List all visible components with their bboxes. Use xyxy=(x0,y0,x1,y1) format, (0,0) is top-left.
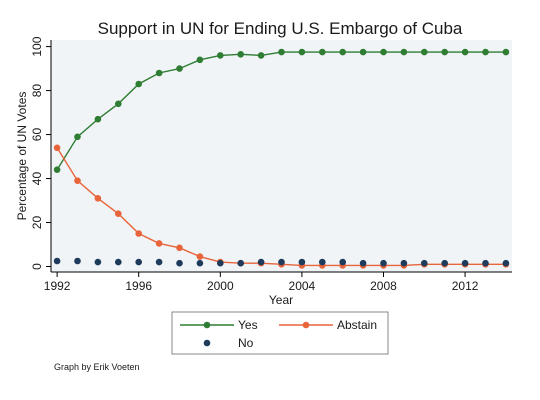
plot-background xyxy=(51,40,512,272)
data-point-abstain xyxy=(155,240,163,247)
legend-label-yes: Yes xyxy=(238,318,258,332)
data-point-yes xyxy=(217,52,224,59)
data-point-yes xyxy=(421,48,428,56)
data-point-yes xyxy=(257,52,265,59)
data-point-yes xyxy=(482,48,489,56)
legend-swatch-marker xyxy=(203,339,211,347)
data-point-yes xyxy=(94,115,102,123)
data-point-no xyxy=(380,259,387,267)
data-point-no xyxy=(237,259,244,267)
legend-swatch-marker xyxy=(302,321,310,329)
legend-swatch-marker xyxy=(203,321,211,329)
data-point-yes xyxy=(380,48,387,56)
data-point-yes xyxy=(339,48,347,56)
data-point-yes xyxy=(196,56,204,64)
data-point-abstain xyxy=(74,177,81,184)
data-point-no xyxy=(155,258,163,266)
legend-label-no: No xyxy=(238,336,254,350)
series-layer xyxy=(53,48,510,269)
legend-item-no: No xyxy=(203,336,254,350)
data-point-no xyxy=(278,258,285,266)
data-point-no xyxy=(502,259,510,267)
data-point-no xyxy=(53,257,61,265)
x-tick-label: 2008 xyxy=(370,279,397,293)
y-tick-label: 40 xyxy=(30,172,44,186)
data-point-no xyxy=(339,258,347,266)
data-point-no xyxy=(74,257,81,265)
data-point-yes xyxy=(135,80,142,88)
data-point-no xyxy=(115,258,122,266)
x-tick-label: 1996 xyxy=(125,279,152,293)
data-point-no xyxy=(359,259,367,267)
data-point-no xyxy=(461,259,469,267)
series-yes xyxy=(53,48,510,173)
data-point-yes xyxy=(319,48,326,56)
graph-credit: Graph by Erik Voeten xyxy=(54,362,140,372)
y-tick-label: 60 xyxy=(30,128,44,142)
axes: 0 20 40 60 80 100 1992 1996 2000 2004 2008 2012 xyxy=(30,36,512,293)
data-point-yes xyxy=(115,100,122,108)
data-point-no xyxy=(135,258,142,266)
data-point-yes xyxy=(502,48,510,56)
data-point-yes xyxy=(298,48,306,56)
legend-item-yes: Yes xyxy=(180,318,258,332)
data-point-no xyxy=(298,258,306,266)
data-point-no xyxy=(482,259,489,267)
data-point-yes xyxy=(359,48,367,56)
data-point-yes xyxy=(155,69,163,77)
legend-label-abstain: Abstain xyxy=(337,318,377,332)
data-point-no xyxy=(319,258,326,266)
data-point-abstain xyxy=(176,244,183,252)
data-point-yes xyxy=(461,48,469,56)
data-point-no xyxy=(421,259,428,267)
data-point-no xyxy=(400,259,408,267)
data-point-no xyxy=(196,259,204,267)
legend: Yes Abstain No xyxy=(171,311,389,355)
x-tick-label: 2012 xyxy=(452,279,479,293)
data-point-no xyxy=(257,258,265,266)
data-point-abstain xyxy=(196,253,204,260)
data-point-no xyxy=(217,259,224,267)
data-point-abstain xyxy=(115,210,122,217)
data-point-no xyxy=(176,259,183,267)
x-tick-label: 1992 xyxy=(44,279,71,293)
x-tick-label: 2000 xyxy=(207,279,234,293)
x-axis-title: Year xyxy=(269,293,293,307)
series-no xyxy=(53,257,510,267)
legend-frame xyxy=(171,311,389,355)
data-point-abstain xyxy=(94,195,102,202)
data-point-yes xyxy=(74,133,81,141)
y-tick-label: 0 xyxy=(30,263,44,270)
chart-title: Support in UN for Ending U.S. Embargo of… xyxy=(98,19,463,38)
data-point-yes xyxy=(400,48,408,56)
data-point-no xyxy=(441,259,449,267)
data-point-abstain xyxy=(53,144,61,152)
data-point-yes xyxy=(53,166,61,173)
data-point-no xyxy=(94,258,102,266)
legend-item-abstain: Abstain xyxy=(279,318,377,332)
data-point-abstain xyxy=(135,230,142,237)
x-tick-label: 2004 xyxy=(289,279,316,293)
y-tick-label: 20 xyxy=(30,216,44,230)
y-tick-label: 80 xyxy=(30,84,44,98)
data-point-yes xyxy=(237,51,244,58)
y-axis-title: Percentage of UN Votes xyxy=(15,92,29,221)
y-tick-label: 100 xyxy=(30,36,44,56)
data-point-yes xyxy=(441,48,449,56)
data-point-yes xyxy=(278,48,285,56)
data-point-yes xyxy=(176,65,183,72)
